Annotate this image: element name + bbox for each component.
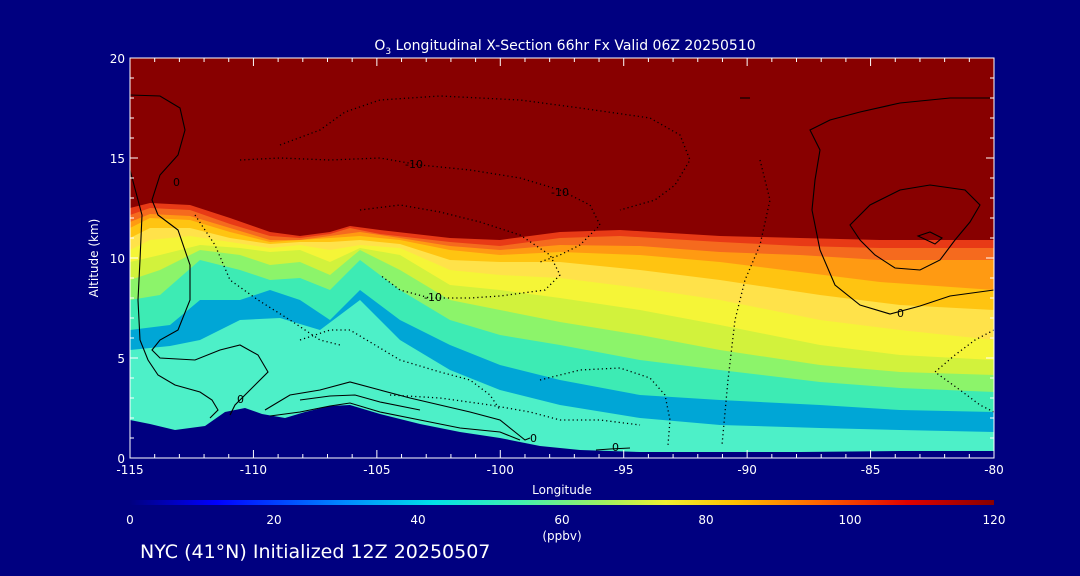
- contour-label: 0: [612, 441, 619, 454]
- colorbar: [130, 500, 994, 505]
- colorbar-tick-label: 60: [554, 513, 569, 527]
- contour-neg10-a: [239, 157, 601, 263]
- colorbar-tick-label: 100: [839, 513, 862, 527]
- contour-zero-left: [130, 94, 269, 416]
- contour-zero-left-2: [130, 169, 219, 419]
- y-tick-label: 15: [110, 152, 125, 166]
- contour-zero-right: [809, 97, 994, 315]
- x-tick-label: -80: [984, 463, 1004, 477]
- terrain: [130, 405, 994, 458]
- contour-labels: -10 -10 -10 0 0 0 0 0: [173, 158, 904, 454]
- contour-neg10-g: [933, 329, 994, 413]
- x-tick-label: -95: [614, 463, 634, 477]
- contour-label: -10: [424, 291, 442, 304]
- x-axis-label: Longitude: [532, 483, 592, 497]
- x-tick-label: -115: [116, 463, 143, 477]
- contour-zero-mid-3: [299, 394, 421, 411]
- colorbar-ticks: 0 20 40 60 80 100 120: [126, 513, 1005, 527]
- colorbar-tick-label: 80: [698, 513, 713, 527]
- contour-lines: [130, 94, 994, 451]
- colorbar-tick-label: 0: [126, 513, 134, 527]
- contour-label: 0: [237, 393, 244, 406]
- concentration-layers: [130, 58, 994, 432]
- y-tick-label: 0: [117, 452, 125, 466]
- contour-label: -10: [551, 186, 569, 199]
- chart-title: O3 Longitudinal X-Section 66hr Fx Valid …: [374, 38, 755, 57]
- contour-label: 0: [897, 307, 904, 320]
- footer-info: NYC (41°N) Initialized 12Z 20250507: [140, 541, 491, 563]
- contour-neg10-f: [721, 159, 771, 446]
- colorbar-tick-label: 40: [410, 513, 425, 527]
- contour-label: -10: [405, 158, 423, 171]
- x-tick-label: -105: [363, 463, 390, 477]
- y-tick-label: 5: [117, 352, 125, 366]
- contour-neg10-d: [359, 204, 561, 299]
- contour-lines-dotted: [194, 95, 994, 446]
- y-axis-label: Altitude (km): [87, 219, 101, 298]
- y-tick-label: 10: [110, 252, 125, 266]
- y-tick-label: 20: [110, 52, 125, 66]
- contour-zero-loop-inner: [916, 231, 943, 245]
- contour-zero-loop: [849, 184, 981, 271]
- concentration-layer: [130, 58, 994, 240]
- contour-neg10-h: [299, 329, 501, 411]
- contour-label: 0: [173, 176, 180, 189]
- contour-label: 0: [530, 432, 537, 445]
- colorbar-unit: (ppbv): [542, 529, 581, 543]
- x-tick-label: -100: [487, 463, 514, 477]
- contour-zero-mid-2: [269, 402, 521, 441]
- contour-zero-small: [595, 447, 631, 451]
- x-tick-label: -90: [737, 463, 757, 477]
- x-tick-label: -85: [861, 463, 881, 477]
- contour-neg10-b: [279, 95, 691, 211]
- contour-zero-mid: [264, 381, 531, 441]
- colorbar-tick-label: 20: [266, 513, 281, 527]
- x-tick-label: -110: [240, 463, 267, 477]
- plot-area: -10 -10 -10 0 0 0 0 0: [130, 58, 994, 458]
- colorbar-tick-label: 120: [983, 513, 1006, 527]
